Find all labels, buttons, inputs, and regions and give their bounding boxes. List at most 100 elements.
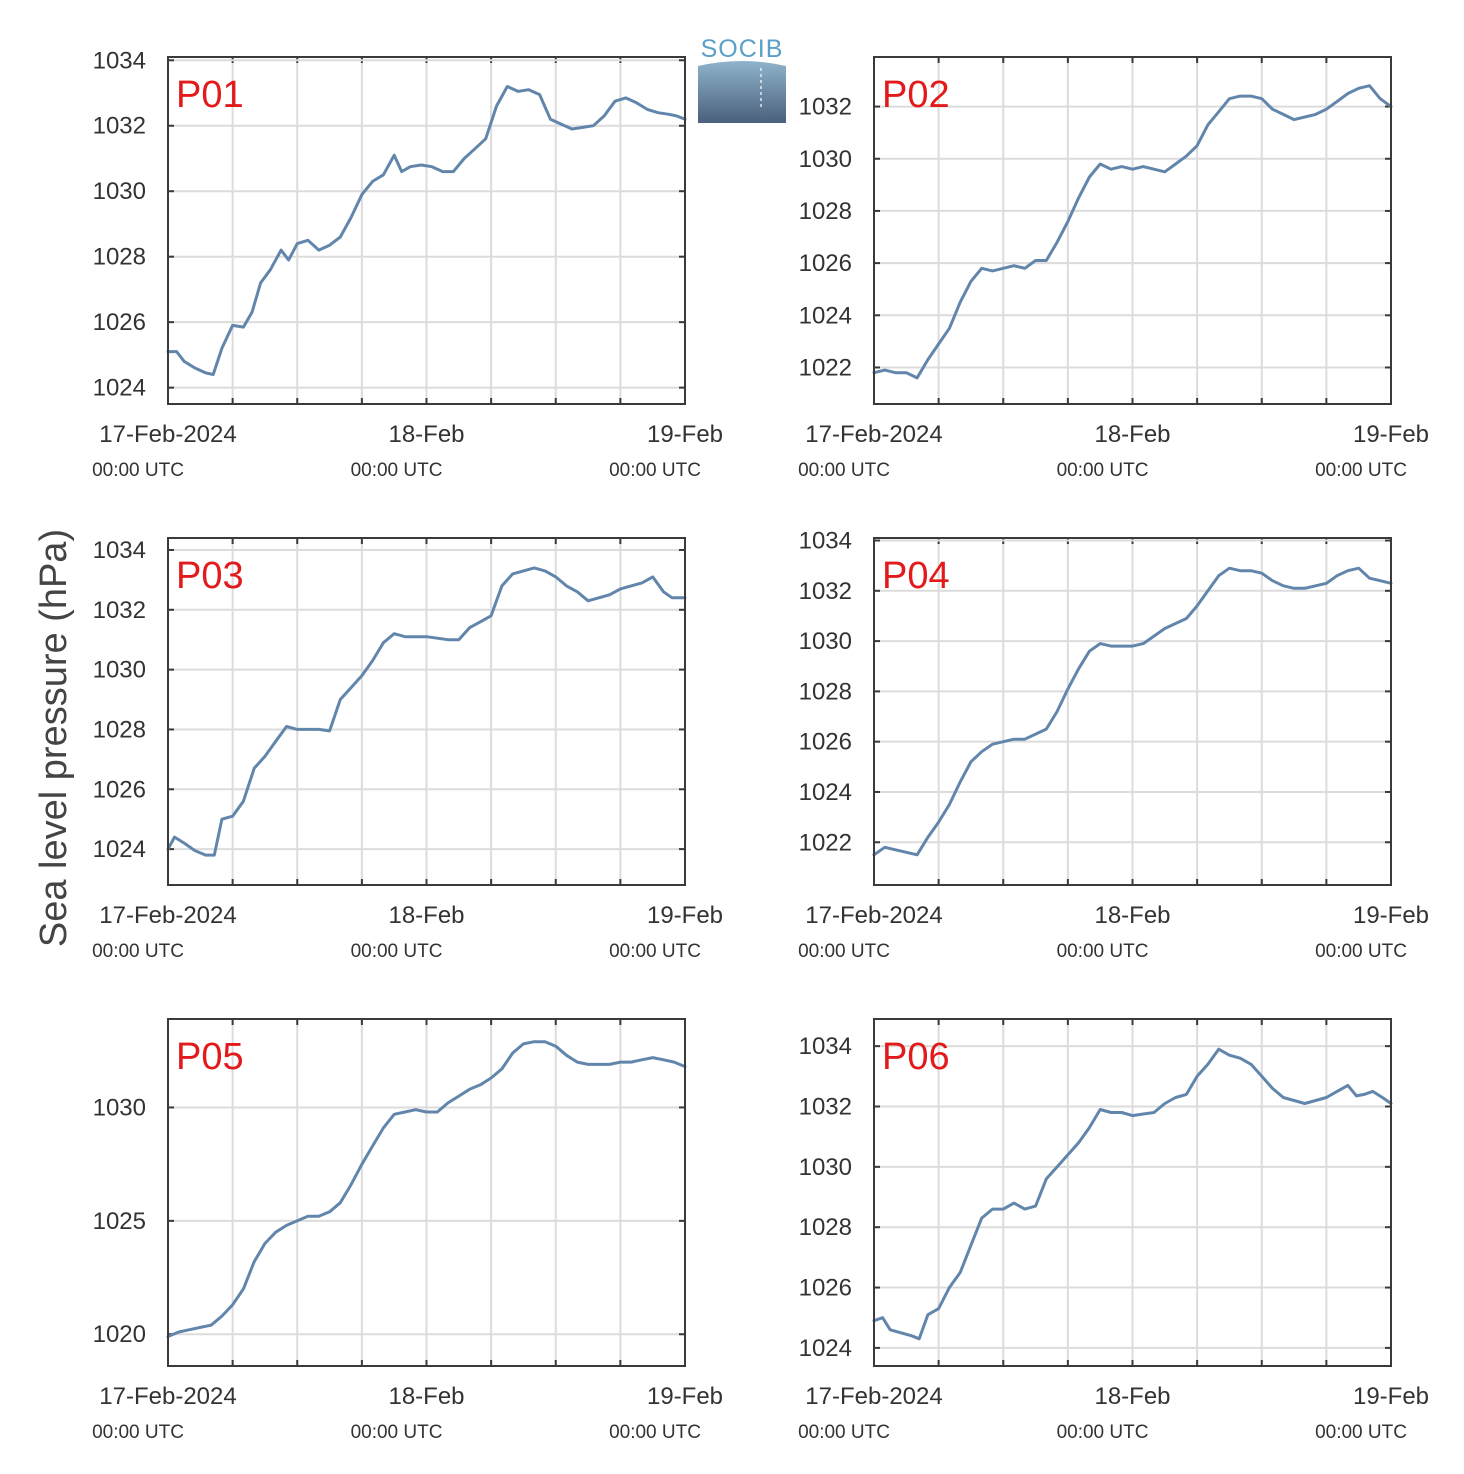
y-tick-label: 1034 [93, 537, 146, 564]
x-tick-time-label: 00:00 UTC [1057, 460, 1149, 481]
x-tick-time-label: 00:00 UTC [92, 941, 184, 962]
y-tick-label: 1028 [93, 244, 146, 271]
y-tick-label: 1026 [93, 776, 146, 803]
x-tick-date-label: 18-Feb [1094, 902, 1170, 929]
y-tick-label: 1030 [93, 178, 146, 205]
x-tick-date-label: 19-Feb [647, 421, 723, 448]
y-tick-label: 1025 [93, 1208, 146, 1235]
y-tick-label: 1024 [93, 836, 146, 863]
pressure-series-line [872, 1047, 1393, 1341]
x-tick-time-label: 00:00 UTC [351, 460, 443, 481]
panels: 1024 1026 1028 1030 1032 1034 P01 17-Feb-2024 00… [92, 47, 1429, 1443]
x-tick-time-label: 00:00 UTC [92, 460, 184, 481]
y-tick-label: 1030 [799, 628, 852, 655]
x-tick-date-label: 17-Feb-2024 [99, 1383, 236, 1410]
x-tick-time-label: 00:00 UTC [1057, 941, 1149, 962]
y-axis-label: Sea level pressure (hPa) [33, 529, 75, 947]
x-tick-time-label: 00:00 UTC [1315, 1422, 1407, 1443]
y-tick-label: 1030 [799, 146, 852, 173]
x-tick-time-label: 00:00 UTC [1315, 941, 1407, 962]
y-tick-label: 1032 [93, 597, 146, 624]
y-tick-label: 1032 [799, 1094, 852, 1121]
y-tick-label: 1026 [93, 309, 146, 336]
y-tick-label: 1026 [799, 250, 852, 277]
x-tick-time-label: 00:00 UTC [351, 1422, 443, 1443]
x-tick-date-label: 19-Feb [1353, 1383, 1429, 1410]
x-tick-time-label: 00:00 UTC [798, 1422, 890, 1443]
pressure-series-line [872, 84, 1393, 380]
x-tick-time-label: 00:00 UTC [351, 941, 443, 962]
x-tick-date-label: 18-Feb [388, 902, 464, 929]
y-tick-label: 1028 [799, 198, 852, 225]
y-tick-label: 1024 [93, 375, 146, 402]
plot-frame [873, 56, 1392, 405]
y-tick-label: 1034 [799, 1033, 852, 1060]
panel-p04: 1022 1024 1026 1028 1030 1032 1034 P04 17-Feb-20… [798, 528, 1429, 962]
y-tick-label: 1034 [799, 528, 852, 555]
panel-title: P04 [882, 555, 950, 597]
panel-p03: 1024 1026 1028 1030 1032 1034 P03 17-Feb-2024 00… [92, 537, 723, 962]
x-tick-date-label: 17-Feb-2024 [99, 902, 236, 929]
x-tick-date-label: 17-Feb-2024 [805, 1383, 942, 1410]
y-tick-label: 1024 [799, 302, 852, 329]
x-tick-time-label: 00:00 UTC [1057, 1422, 1149, 1443]
x-tick-date-label: 19-Feb [1353, 902, 1429, 929]
plot-frame [167, 1018, 686, 1367]
y-tick-label: 1028 [799, 678, 852, 705]
x-tick-date-label: 19-Feb [647, 902, 723, 929]
pressure-series-line [872, 566, 1393, 857]
x-tick-date-label: 18-Feb [1094, 421, 1170, 448]
x-tick-date-label: 19-Feb [1353, 421, 1429, 448]
panel-title: P05 [176, 1036, 244, 1078]
pressure-series-line [166, 85, 687, 376]
x-tick-time-label: 00:00 UTC [92, 1422, 184, 1443]
plot-frame [167, 537, 686, 886]
y-tick-label: 1034 [93, 47, 146, 74]
x-tick-time-label: 00:00 UTC [798, 941, 890, 962]
x-tick-date-label: 19-Feb [647, 1383, 723, 1410]
y-tick-label: 1022 [799, 354, 852, 381]
y-tick-label: 1024 [799, 1335, 852, 1362]
x-tick-time-label: 00:00 UTC [609, 460, 701, 481]
plot-frame [873, 1018, 1392, 1367]
x-tick-time-label: 00:00 UTC [1315, 460, 1407, 481]
x-tick-time-label: 00:00 UTC [609, 1422, 701, 1443]
x-tick-date-label: 17-Feb-2024 [99, 421, 236, 448]
y-tick-label: 1022 [799, 829, 852, 856]
pressure-series-line [166, 566, 687, 857]
y-tick-label: 1030 [93, 1094, 146, 1121]
socib-logo: SOCIB [698, 35, 786, 123]
y-tick-label: 1020 [93, 1321, 146, 1348]
panel-p01: 1024 1026 1028 1030 1032 1034 P01 17-Feb-2024 00… [92, 47, 723, 481]
x-tick-date-label: 18-Feb [388, 1383, 464, 1410]
y-tick-label: 1024 [799, 779, 852, 806]
pressure-series-line [166, 1040, 687, 1338]
panel-title: P03 [176, 555, 244, 597]
x-tick-date-label: 17-Feb-2024 [805, 902, 942, 929]
logo-text: SOCIB [701, 35, 784, 63]
y-tick-label: 1026 [799, 729, 852, 756]
logo-wave-shape [698, 61, 786, 123]
y-tick-label: 1028 [93, 716, 146, 743]
y-tick-label: 1032 [799, 578, 852, 605]
plot-frame [873, 537, 1392, 886]
y-tick-label: 1026 [799, 1275, 852, 1302]
panel-p02: 1022 1024 1026 1028 1030 1032 P02 17-Feb-2024 00… [798, 56, 1429, 481]
x-tick-date-label: 18-Feb [388, 421, 464, 448]
x-tick-date-label: 17-Feb-2024 [805, 421, 942, 448]
y-tick-label: 1028 [799, 1214, 852, 1241]
x-tick-time-label: 00:00 UTC [609, 941, 701, 962]
panel-title: P02 [882, 74, 950, 116]
plot-frame [167, 56, 686, 405]
y-tick-label: 1032 [799, 94, 852, 121]
panel-title: P01 [176, 74, 244, 116]
panel-title: P06 [882, 1036, 950, 1078]
y-tick-label: 1032 [93, 113, 146, 140]
x-tick-time-label: 00:00 UTC [798, 460, 890, 481]
panel-p05: 1020 1025 1030 P05 17-Feb-2024 00:00 UTC 18-Fe… [92, 1018, 723, 1443]
x-tick-date-label: 18-Feb [1094, 1383, 1170, 1410]
panel-p06: 1024 1026 1028 1030 1032 1034 P06 17-Feb-2024 00… [798, 1018, 1429, 1443]
y-tick-label: 1030 [93, 657, 146, 684]
y-tick-label: 1030 [799, 1154, 852, 1181]
